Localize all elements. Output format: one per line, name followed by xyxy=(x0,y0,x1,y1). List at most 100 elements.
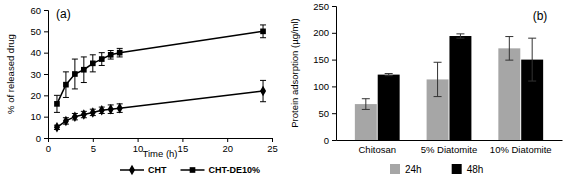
tick: 60 xyxy=(30,5,48,16)
error-cap xyxy=(260,80,266,81)
tick-label: 60 xyxy=(30,5,41,16)
tick-label: 150 xyxy=(313,54,329,65)
marker xyxy=(260,29,266,35)
error-bar xyxy=(72,59,78,89)
legend: 24h48h xyxy=(390,164,483,175)
error-cap xyxy=(505,60,513,61)
error-cap xyxy=(54,112,60,113)
tick: 30 xyxy=(30,69,48,80)
y-axis: 0 50 100 150 200 250 xyxy=(313,1,336,146)
error-bar xyxy=(99,53,105,66)
marker xyxy=(81,67,87,73)
error-cap xyxy=(99,65,105,66)
tick-mark xyxy=(44,117,48,118)
tick-mark xyxy=(332,113,336,114)
error-stem xyxy=(460,34,461,38)
bar xyxy=(378,75,400,140)
error-stem xyxy=(509,37,510,61)
error-stem xyxy=(365,99,366,110)
error-bar xyxy=(108,51,114,60)
error-cap xyxy=(362,98,370,99)
error-cap xyxy=(260,37,266,38)
marker xyxy=(108,104,114,115)
marker xyxy=(117,103,123,114)
axis-line xyxy=(332,7,337,141)
tick: 250 xyxy=(313,1,336,12)
figure: 05101520250102030405060(a)% of released … xyxy=(0,0,570,181)
plot-area xyxy=(54,25,266,133)
tick: 15 xyxy=(178,138,189,154)
legend-swatch xyxy=(390,164,400,174)
error-bar xyxy=(260,80,266,101)
error-cap xyxy=(260,101,266,102)
error-cap xyxy=(81,82,87,83)
tick-mark xyxy=(227,138,228,142)
legend-swatch xyxy=(452,164,462,174)
legend-label: 24h xyxy=(405,164,422,175)
error-cap xyxy=(54,95,60,96)
tick: 50 xyxy=(318,108,336,119)
tick: Chitosan xyxy=(359,144,397,155)
error-cap xyxy=(456,38,464,39)
tick: 200 xyxy=(313,27,336,38)
tick-label: 50 xyxy=(318,108,329,119)
marker xyxy=(90,107,96,118)
tick: 0 xyxy=(36,133,48,144)
tick: 40 xyxy=(30,47,48,58)
x-axis-title: Time (h) xyxy=(142,148,177,159)
error-bar xyxy=(54,95,60,112)
tick-mark xyxy=(182,138,183,142)
legend-item: 24h xyxy=(390,164,422,175)
tick: 5% Diatomite xyxy=(421,144,478,155)
tick-mark xyxy=(332,60,336,61)
error-bar xyxy=(528,38,536,81)
error-bar xyxy=(505,37,513,61)
error-cap xyxy=(63,97,69,98)
error-cap xyxy=(72,88,78,89)
bar xyxy=(355,104,377,140)
error-cap xyxy=(108,59,114,60)
error-cap xyxy=(90,54,96,55)
y-axis-title: Protein adsorption (µg/ml) xyxy=(289,18,300,128)
error-cap xyxy=(90,71,96,72)
tick-label: 250 xyxy=(313,1,329,12)
error-bar xyxy=(260,25,266,38)
error-bar xyxy=(362,99,370,110)
marker xyxy=(99,56,105,62)
marker xyxy=(108,52,114,58)
axis-line xyxy=(49,139,273,143)
tick-label: Chitosan xyxy=(359,144,397,155)
line xyxy=(57,31,263,104)
tick-label: 15 xyxy=(178,143,189,154)
tick-mark xyxy=(44,31,48,32)
tick: 150 xyxy=(313,54,336,65)
tick-mark xyxy=(44,74,48,75)
tick-label: 0 xyxy=(36,133,41,144)
tick-label: 5 xyxy=(91,143,96,154)
tick-mark xyxy=(332,6,336,7)
tick-label: 20 xyxy=(30,90,41,101)
marker xyxy=(90,61,96,67)
tick-mark xyxy=(44,53,48,54)
legend: CHT CHT-DE10% xyxy=(120,165,260,176)
line xyxy=(57,91,263,127)
tick-label: 200 xyxy=(313,27,329,38)
error-cap xyxy=(434,96,442,97)
legend-item: CHT-DE10% xyxy=(181,165,261,175)
tick-label: 100 xyxy=(313,81,329,92)
tick-label: 40 xyxy=(30,47,41,58)
tick-mark xyxy=(332,140,336,141)
error-cap xyxy=(505,36,513,37)
tick: 0 xyxy=(324,135,336,146)
tick-label: 30 xyxy=(30,69,41,80)
tick-mark xyxy=(44,138,48,139)
series xyxy=(378,34,543,140)
bar xyxy=(498,48,520,140)
marker xyxy=(54,122,60,133)
y-axis: 0102030405060 xyxy=(30,5,48,144)
error-cap xyxy=(260,24,266,25)
panel: 05101520250102030405060(a)% of released … xyxy=(5,5,278,176)
legend-item: CHT xyxy=(120,165,167,176)
error-cap xyxy=(528,81,536,82)
marker xyxy=(54,101,60,107)
